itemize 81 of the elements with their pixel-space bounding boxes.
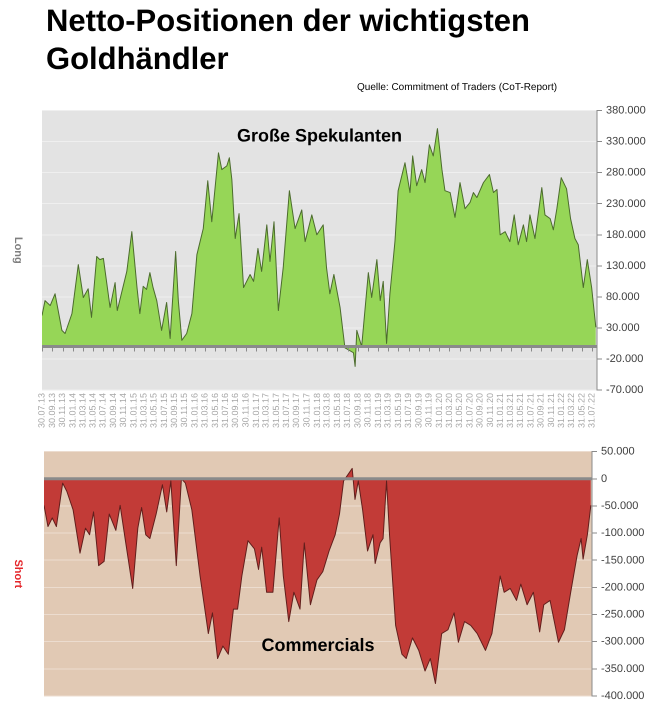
y-tick-label: 330.000 [606,136,646,148]
x-tick-label: 31.01.18 [312,393,322,428]
x-tick-label: 30.11.21 [546,393,556,428]
chart-title: Netto-Positionen der wichtigsten Goldhändler [46,2,531,78]
y-tick-label: -70.000 [606,384,644,396]
y-tick-label: 230.000 [606,198,646,210]
y-tick-label: -350.000 [601,662,644,675]
x-tick-label: 31.05.14 [88,393,98,428]
x-tick-label: 31.07.15 [158,393,169,428]
y-tick-label: 180.000 [606,228,646,241]
x-tick-label: 30.09.13 [46,393,57,428]
x-tick-label: 31.01.20 [434,393,444,428]
x-tick-label: 31.03.19 [382,393,393,428]
x-tick-label: 30.09.20 [474,393,485,428]
y-axis-title: Short [12,559,24,588]
y-tick-label: -50.000 [601,500,638,512]
y-tick-label: -100.000 [601,527,644,540]
x-tick-label: 31.01.17 [250,393,261,428]
y-tick-label: -200.000 [601,581,644,594]
y-tick-label: -300.000 [601,636,644,648]
y-tick-label: 130.000 [606,260,646,272]
x-tick-label: 31.01.21 [495,393,506,428]
x-tick-label: 31.03.14 [77,393,88,428]
y-tick-label: 280.000 [606,166,646,179]
x-tick-label: 30.11.19 [424,393,434,428]
x-tick-label: 31.03.21 [505,393,516,428]
x-tick-label: 31.01.14 [67,393,78,428]
x-tick-label: 30.11.17 [301,393,312,428]
x-tick-label: 30.09.16 [230,393,240,428]
x-tick-label: 31.03.18 [322,393,332,428]
x-tick-label: 30.11.20 [484,393,495,428]
series-label: Große Spekulanten [236,126,402,146]
x-tick-label: 31.07.14 [98,393,108,428]
x-tick-label: 30.09.14 [108,393,118,428]
y-tick-label: 0 [601,472,608,485]
x-tick-label: 31.05.19 [392,393,403,428]
x-tick-label: 31.03.22 [566,393,576,428]
x-tick-label: 31.03.16 [200,393,210,428]
y-tick-label: 80.000 [606,290,640,303]
x-tick-label: 30.11.16 [240,393,250,428]
x-tick-label: 30.11.18 [362,393,372,428]
x-tick-label: 30.09.15 [168,393,179,428]
x-tick-label: 31.03.17 [260,393,271,428]
source-note: Quelle: Commitment of Traders (CoT-Report) [357,82,558,94]
y-tick-label: 30.000 [606,322,640,334]
x-tick-label: 31.07.20 [464,393,474,428]
x-tick-label: 30.11.15 [179,393,190,428]
y-tick-label: -400.000 [601,690,644,702]
x-tick-label: 30.11.14 [118,393,128,428]
x-tick-label: 31.05.15 [148,393,159,428]
x-tick-label: 30.11.13 [57,393,68,428]
x-tick-label: 31.05.17 [270,393,281,428]
x-tick-label: 31.07.21 [525,393,536,428]
x-tick-label: 31.01.19 [372,393,383,428]
x-tick-label: 31.01.22 [556,393,566,428]
y-tick-label: 50.000 [601,446,635,458]
x-tick-label: 31.01.16 [190,393,200,428]
x-tick-label: 31.07.17 [281,393,292,428]
y-axis-title: Long [12,236,24,264]
x-tick-label: 30.09.17 [291,393,302,428]
x-tick-label: 31.01.15 [128,393,138,428]
x-tick-label: 31.07.22 [586,393,596,428]
y-tick-label: -150.000 [601,554,644,566]
x-tick-label: 30.07.13 [36,393,46,428]
x-tick-label: 31.05.16 [210,393,220,428]
x-tick-label: 31.03.15 [138,393,148,428]
x-tick-label: 31.07.19 [403,393,414,428]
x-tick-label: 30.09.19 [413,393,424,428]
x-tick-label: 30.09.18 [352,393,362,428]
y-tick-label: 380.000 [606,104,646,117]
x-tick-label: 31.07.16 [220,393,230,428]
x-tick-label: 31.07.18 [342,393,352,428]
y-tick-label: -250.000 [601,608,644,621]
y-tick-label: -20.000 [606,352,644,365]
x-tick-label: 31.03.20 [444,393,454,428]
x-tick-label: 31.05.18 [332,393,342,428]
series-label: Commercials [261,634,375,655]
x-tick-label: 30.09.21 [536,393,546,428]
x-tick-label: 31.05.20 [454,393,464,428]
x-tick-label: 31.05.22 [576,393,586,428]
x-tick-label: 31.05.21 [515,393,526,428]
